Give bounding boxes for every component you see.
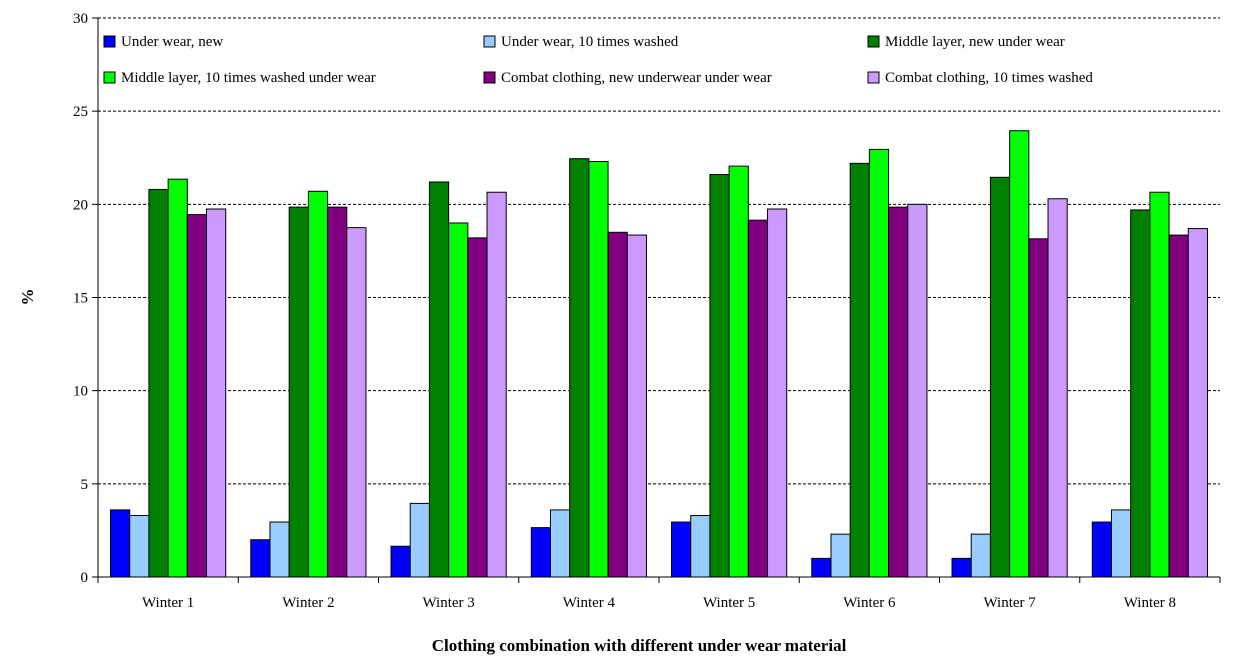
bar xyxy=(1091,521,1112,578)
x-axis-title: Clothing combination with different unde… xyxy=(432,636,847,655)
y-tick-label: 10 xyxy=(73,384,88,400)
bar xyxy=(428,181,450,578)
bar xyxy=(549,509,571,578)
bar xyxy=(607,231,628,578)
bar xyxy=(288,206,309,578)
bar xyxy=(269,521,290,578)
y-axis-title: % xyxy=(18,289,37,306)
bar xyxy=(671,521,692,578)
x-tick-label: Winter 1 xyxy=(142,595,194,611)
legend-label: Combat clothing, 10 times washed xyxy=(885,70,1093,86)
bar xyxy=(129,515,150,578)
bar xyxy=(1009,130,1030,578)
legend-swatch xyxy=(867,35,880,48)
bar xyxy=(1168,234,1189,578)
x-tick-label: Winter 5 xyxy=(703,595,755,611)
bar xyxy=(409,502,430,578)
bar xyxy=(1110,509,1132,578)
bar xyxy=(167,178,188,578)
x-tick-label: Winter 7 xyxy=(983,595,1036,611)
bar xyxy=(250,539,271,578)
bar xyxy=(690,515,711,578)
bar xyxy=(989,176,1011,578)
bar xyxy=(811,557,832,578)
bar xyxy=(1149,191,1170,578)
y-tick-label: 15 xyxy=(73,291,88,307)
bar xyxy=(951,557,972,578)
x-tick-label: Winter 8 xyxy=(1124,595,1176,611)
bar xyxy=(569,158,590,578)
y-tick-label: 0 xyxy=(81,570,89,586)
bar xyxy=(467,237,488,578)
bar xyxy=(849,162,870,578)
x-tick-label: Winter 6 xyxy=(843,595,896,611)
bar xyxy=(709,174,730,578)
legend: Under wear, new Under wear, 10 times wash… xyxy=(103,34,1093,86)
legend-label: Under wear, 10 times washed xyxy=(501,34,679,50)
y-tick-label: 5 xyxy=(81,477,89,493)
y-tick-labels: 0 5 10 15 20 25 30 xyxy=(73,11,88,586)
bar xyxy=(486,191,507,578)
x-tick-labels: Winter 1 Winter 2 Winter 3 Winter 4 Winter 5… xyxy=(142,595,1176,611)
y-tick-label: 25 xyxy=(73,104,88,120)
bars xyxy=(110,130,1208,578)
bar xyxy=(390,545,411,578)
bar xyxy=(1130,209,1151,578)
bar xyxy=(206,208,227,578)
bar xyxy=(747,219,769,578)
legend-label: Middle layer, new under wear xyxy=(885,34,1065,50)
bar xyxy=(1187,228,1208,578)
axes xyxy=(92,17,1221,583)
legend-label: Combat clothing, new underwear under wea… xyxy=(501,70,772,86)
legend-swatch xyxy=(483,71,496,84)
bar xyxy=(327,206,348,578)
bar xyxy=(728,165,749,578)
bar xyxy=(307,190,329,578)
bar xyxy=(1047,198,1068,578)
legend-swatch xyxy=(867,71,880,84)
legend-label: Middle layer, 10 times washed under wear xyxy=(121,70,376,86)
x-tick-label: Winter 4 xyxy=(563,595,616,611)
bar xyxy=(767,208,788,578)
y-tick-label: 20 xyxy=(73,197,88,213)
y-tick-label: 30 xyxy=(73,11,88,27)
x-tick-label: Winter 2 xyxy=(282,595,334,611)
bar xyxy=(448,222,469,578)
legend-label: Under wear, new xyxy=(121,34,223,50)
legend-swatch xyxy=(103,71,116,84)
legend-swatch xyxy=(483,35,496,48)
bar xyxy=(346,227,367,578)
bar xyxy=(1028,238,1049,578)
bar xyxy=(110,509,131,578)
bar xyxy=(888,206,909,578)
bar xyxy=(970,533,991,578)
bar xyxy=(626,234,647,578)
bar xyxy=(588,160,609,578)
bar xyxy=(148,188,169,578)
bar xyxy=(530,527,551,578)
bar xyxy=(186,214,208,578)
legend-swatch xyxy=(103,35,116,48)
bar xyxy=(830,533,851,578)
bar xyxy=(907,203,928,578)
x-tick-label: Winter 3 xyxy=(422,595,474,611)
bar xyxy=(868,148,890,578)
